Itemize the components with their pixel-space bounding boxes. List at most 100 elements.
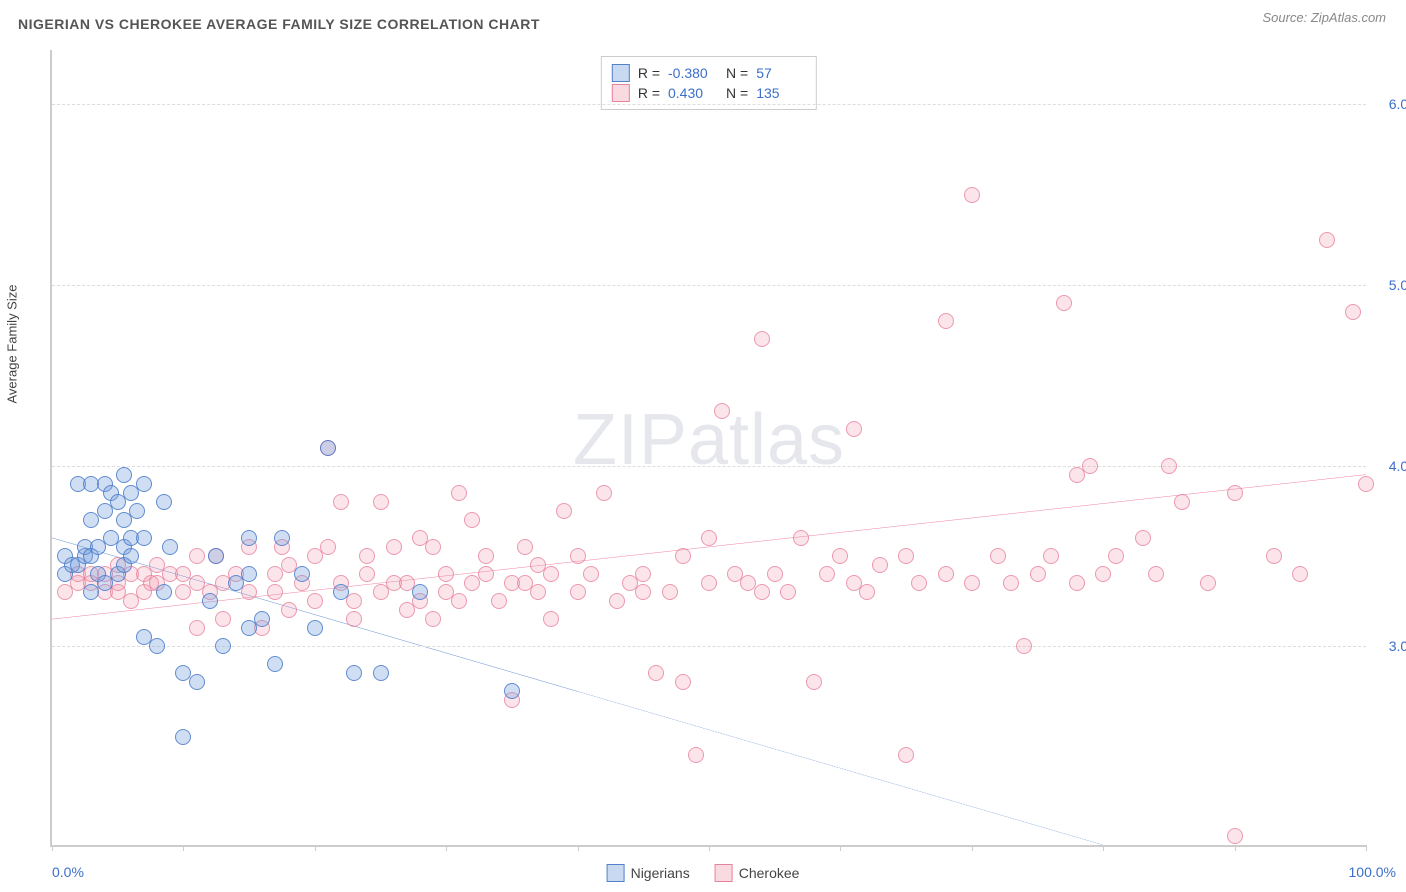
data-point <box>373 665 389 681</box>
swatch-icon <box>612 84 630 102</box>
data-point <box>1227 485 1243 501</box>
data-point <box>780 584 796 600</box>
data-point <box>438 566 454 582</box>
stats-legend: R =-0.380N =57R =0.430N =135 <box>601 56 817 110</box>
data-point <box>701 575 717 591</box>
data-point <box>412 584 428 600</box>
data-point <box>359 566 375 582</box>
data-point <box>215 611 231 627</box>
data-point <box>583 566 599 582</box>
gridline <box>52 285 1366 286</box>
data-point <box>570 584 586 600</box>
trend-line <box>578 691 1104 845</box>
legend-label: Cherokee <box>739 865 800 881</box>
data-point <box>274 530 290 546</box>
data-point <box>1095 566 1111 582</box>
data-point <box>149 638 165 654</box>
data-point <box>281 602 297 618</box>
y-axis-label: Average Family Size <box>5 285 20 404</box>
data-point <box>832 548 848 564</box>
data-point <box>767 566 783 582</box>
x-tick-mark <box>972 845 973 851</box>
data-point <box>1174 494 1190 510</box>
y-tick-label: 5.00 <box>1389 277 1406 293</box>
data-point <box>754 584 770 600</box>
data-point <box>543 566 559 582</box>
data-point <box>1345 304 1361 320</box>
data-point <box>1056 295 1072 311</box>
n-label: N = <box>726 85 748 101</box>
data-point <box>136 530 152 546</box>
data-point <box>964 575 980 591</box>
r-value: -0.380 <box>668 65 718 81</box>
data-point <box>346 611 362 627</box>
data-point <box>714 403 730 419</box>
legend-label: Nigerians <box>631 865 690 881</box>
data-point <box>806 674 822 690</box>
data-point <box>596 485 612 501</box>
data-point <box>846 421 862 437</box>
data-point <box>688 747 704 763</box>
data-point <box>793 530 809 546</box>
data-point <box>530 584 546 600</box>
x-tick-mark <box>578 845 579 851</box>
n-value: 135 <box>756 85 806 101</box>
data-point <box>662 584 678 600</box>
data-point <box>425 611 441 627</box>
data-point <box>189 620 205 636</box>
x-tick-mark <box>183 845 184 851</box>
n-label: N = <box>726 65 748 81</box>
data-point <box>156 494 172 510</box>
data-point <box>1227 828 1243 844</box>
data-point <box>635 566 651 582</box>
y-tick-label: 3.00 <box>1389 638 1406 654</box>
x-axis-min-label: 0.0% <box>52 864 84 880</box>
data-point <box>451 485 467 501</box>
data-point <box>938 313 954 329</box>
data-point <box>1266 548 1282 564</box>
data-point <box>189 674 205 690</box>
data-point <box>675 548 691 564</box>
data-point <box>241 584 257 600</box>
gridline <box>52 104 1366 105</box>
data-point <box>162 539 178 555</box>
data-point <box>373 494 389 510</box>
data-point <box>425 539 441 555</box>
data-point <box>175 729 191 745</box>
x-tick-mark <box>446 845 447 851</box>
data-point <box>136 476 152 492</box>
data-point <box>464 512 480 528</box>
x-tick-mark <box>1366 845 1367 851</box>
data-point <box>1016 638 1032 654</box>
data-point <box>1069 575 1085 591</box>
data-point <box>898 548 914 564</box>
data-point <box>333 494 349 510</box>
stats-row: R =-0.380N =57 <box>612 64 806 82</box>
data-point <box>1135 530 1151 546</box>
data-point <box>1108 548 1124 564</box>
data-point <box>938 566 954 582</box>
legend-item-nigerians: Nigerians <box>607 864 690 882</box>
data-point <box>346 665 362 681</box>
data-point <box>1319 232 1335 248</box>
data-point <box>333 584 349 600</box>
data-point <box>556 503 572 519</box>
data-point <box>1200 575 1216 591</box>
watermark: ZIPatlas <box>573 398 845 480</box>
data-point <box>1358 476 1374 492</box>
trend-lines <box>52 50 1366 845</box>
x-tick-mark <box>709 845 710 851</box>
data-point <box>1292 566 1308 582</box>
data-point <box>116 467 132 483</box>
data-point <box>478 566 494 582</box>
x-tick-mark <box>52 845 53 851</box>
y-tick-label: 6.00 <box>1389 96 1406 112</box>
data-point <box>648 665 664 681</box>
scatter-chart: ZIPatlas R =-0.380N =57R =0.430N =135 0.… <box>50 50 1366 847</box>
data-point <box>911 575 927 591</box>
data-point <box>123 548 139 564</box>
data-point <box>1148 566 1164 582</box>
data-point <box>543 611 559 627</box>
stats-row: R =0.430N =135 <box>612 84 806 102</box>
n-value: 57 <box>756 65 806 81</box>
